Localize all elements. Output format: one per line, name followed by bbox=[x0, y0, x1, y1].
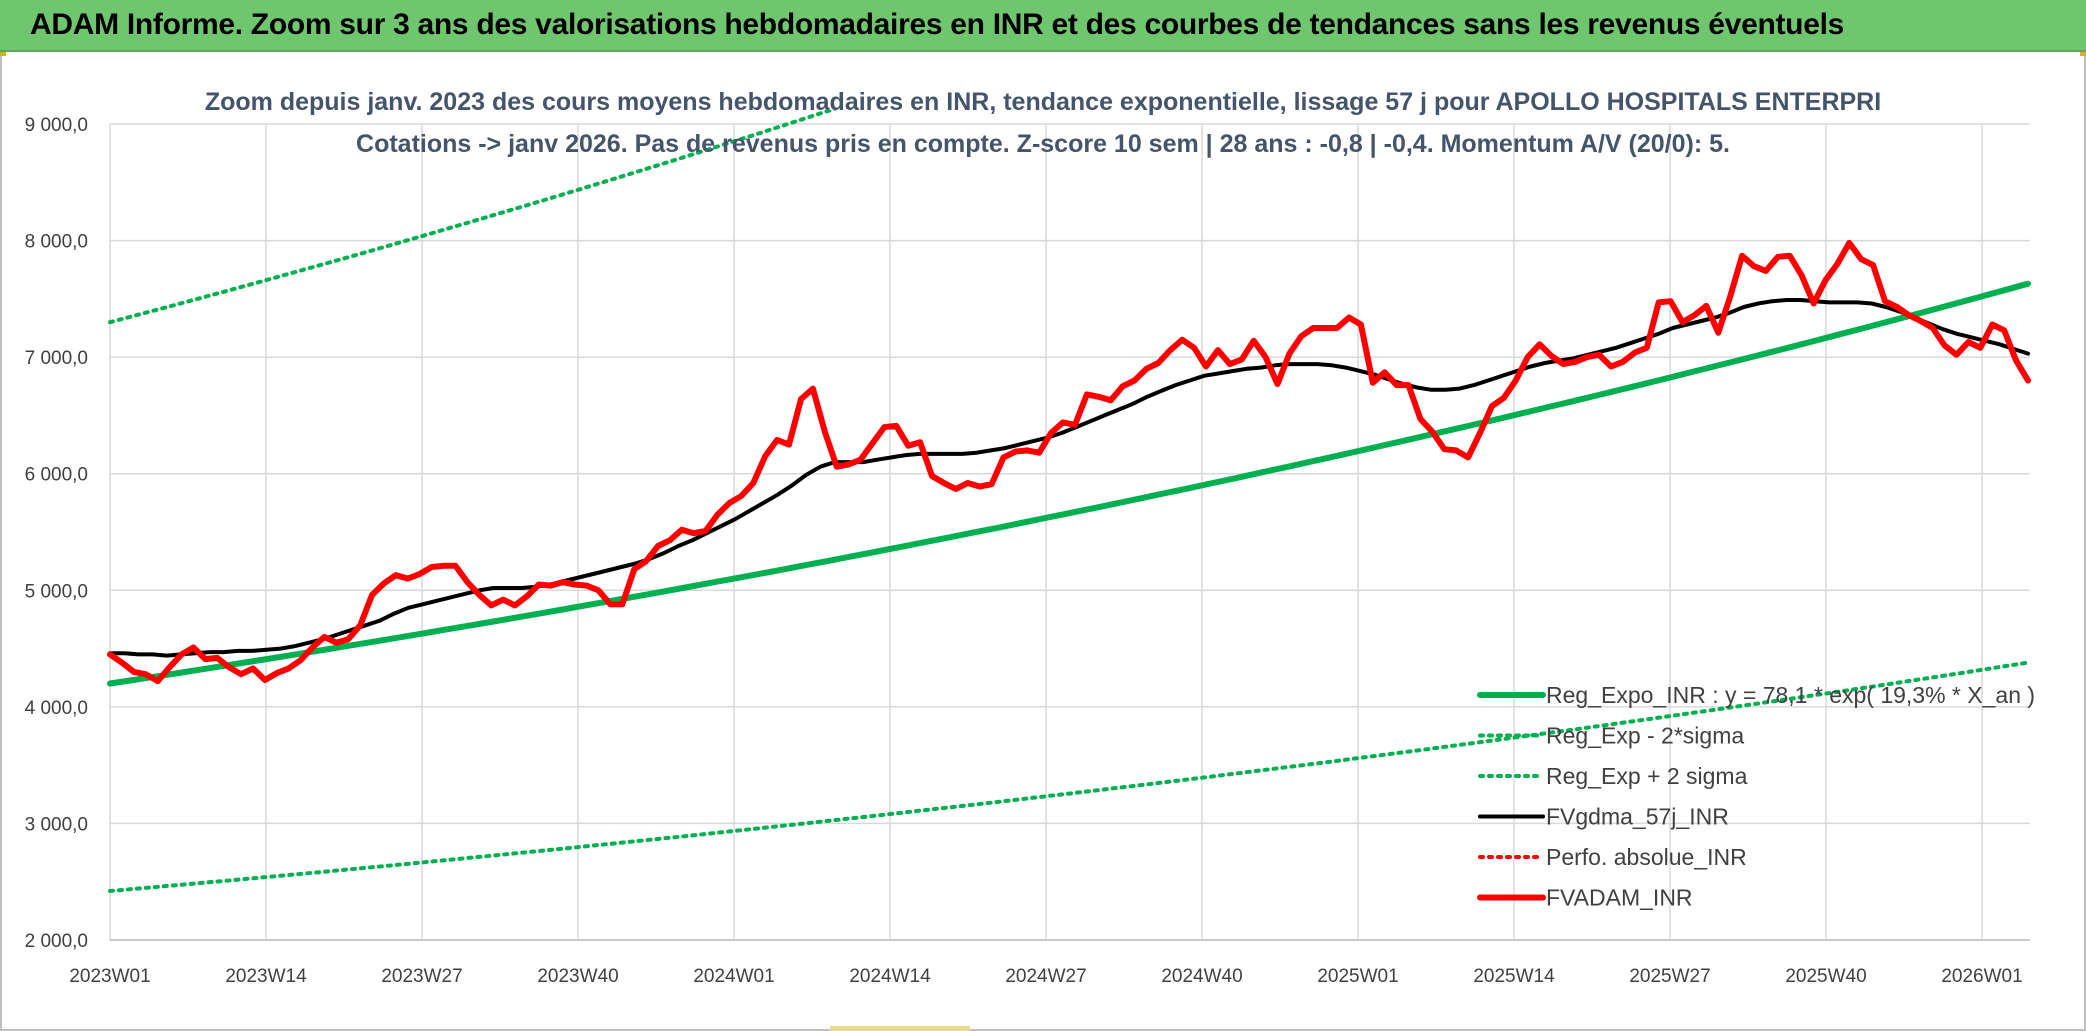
legend-label: Reg_Expo_INR : y = 78,1 * exp( 19,3% * X… bbox=[1546, 682, 2035, 708]
x-tick-label: 2026W01 bbox=[1941, 966, 2022, 987]
y-tick-label: 5 000,0 bbox=[25, 581, 88, 602]
series-line bbox=[108, 298, 2030, 658]
x-axis-ticks: 2023W01 2023W14 2023W27 2023W40 2024W01 2024W… bbox=[69, 966, 2022, 987]
x-tick-label: 2024W40 bbox=[1161, 966, 1242, 987]
legend-label: FVADAM_INR bbox=[1546, 885, 1693, 911]
x-tick-label: 2025W40 bbox=[1785, 966, 1866, 987]
y-tick-label: 9 000,0 bbox=[25, 115, 88, 136]
x-tick-label: 2023W40 bbox=[537, 966, 618, 987]
y-tick-label: 8 000,0 bbox=[25, 232, 88, 253]
series-line bbox=[107, 239, 2031, 685]
report-banner: ADAM Informe. Zoom sur 3 ans des valoris… bbox=[0, 0, 2086, 52]
y-tick-label: 4 000,0 bbox=[25, 698, 88, 719]
x-tick-label: 2023W01 bbox=[69, 966, 150, 987]
x-tick-label: 2025W27 bbox=[1629, 966, 1710, 987]
x-tick-label: 2023W14 bbox=[225, 966, 307, 987]
gridlines bbox=[109, 123, 2030, 941]
bottom-accent bbox=[830, 1026, 970, 1031]
series-line bbox=[108, 660, 2030, 893]
y-tick-label: 7 000,0 bbox=[25, 348, 88, 369]
legend-label: Reg_Exp + 2 sigma bbox=[1546, 763, 1748, 789]
corner-accent-left bbox=[0, 52, 6, 56]
chart-subtitle-line2: Cotations -> janv 2026. Pas de revenus p… bbox=[356, 130, 1730, 158]
corner-accent-right bbox=[2080, 52, 2086, 56]
legend-label: Perfo. absolue_INR bbox=[1546, 844, 1747, 870]
chart-legend: Reg_Expo_INR : y = 78,1 * exp( 19,3% * X… bbox=[1477, 682, 2035, 911]
x-tick-label: 2024W14 bbox=[849, 966, 931, 987]
legend-label: FVgdma_57j_INR bbox=[1546, 804, 1729, 830]
series-line bbox=[108, 110, 838, 325]
y-tick-label: 3 000,0 bbox=[25, 814, 88, 835]
y-axis-ticks: 2 000,0 3 000,0 4 000,0 5 000,0 6 000,0 7 000… bbox=[25, 115, 88, 952]
x-tick-label: 2025W01 bbox=[1317, 966, 1398, 987]
x-tick-label: 2023W27 bbox=[381, 966, 462, 987]
x-tick-label: 2024W27 bbox=[1005, 966, 1086, 987]
legend-label: Reg_Exp - 2*sigma bbox=[1546, 723, 1744, 749]
x-tick-label: 2024W01 bbox=[693, 966, 774, 987]
y-tick-label: 2 000,0 bbox=[25, 931, 88, 952]
series-line bbox=[107, 280, 2031, 687]
y-tick-label: 6 000,0 bbox=[25, 465, 88, 486]
report-title: ADAM Informe. Zoom sur 3 ans des valoris… bbox=[30, 8, 1844, 41]
x-tick-label: 2025W14 bbox=[1473, 966, 1555, 987]
chart-subtitle-line1: Zoom depuis janv. 2023 des cours moyens … bbox=[205, 88, 1881, 116]
series-lines bbox=[107, 110, 2031, 893]
